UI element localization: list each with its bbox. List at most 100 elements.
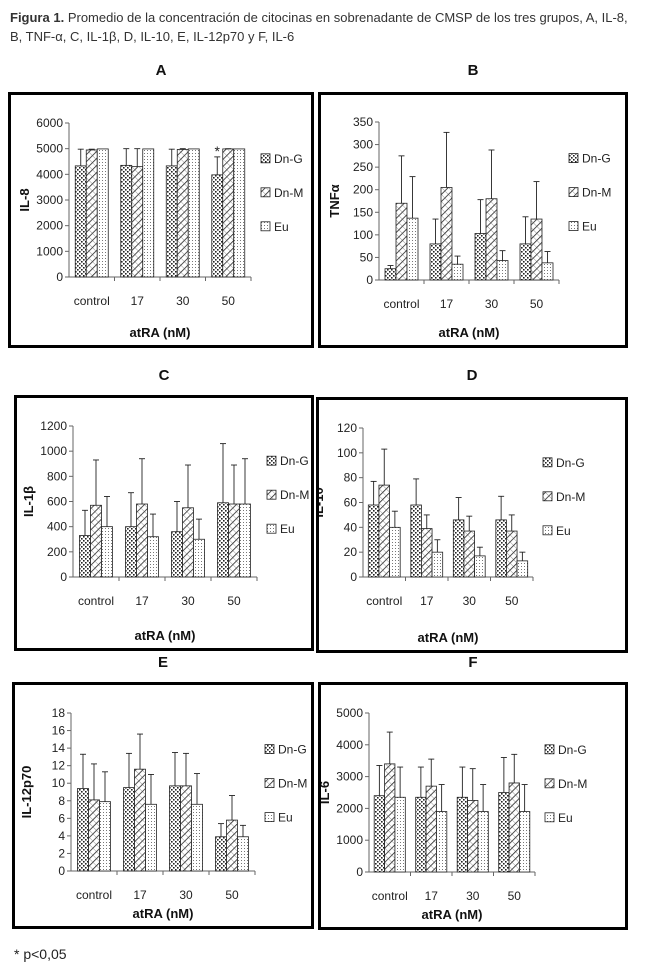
legend-swatch-eu bbox=[544, 812, 555, 823]
y-tick-label: 40 bbox=[344, 520, 358, 534]
x-tick-label: 30 bbox=[179, 888, 193, 902]
x-axis-label: atRA (nM) bbox=[439, 325, 500, 340]
y-tick-label: 1000 bbox=[36, 244, 63, 258]
x-tick-label: 30 bbox=[485, 297, 499, 311]
legend-label-dn-m: Dn-M bbox=[558, 777, 587, 791]
x-tick-label: 30 bbox=[463, 594, 477, 608]
x-axis-label: atRA (nM) bbox=[418, 630, 479, 645]
bar-dn-m-50 bbox=[226, 819, 238, 872]
x-tick-label: control bbox=[372, 889, 408, 903]
x-tick-label: control bbox=[366, 594, 402, 608]
x-tick-label: control bbox=[76, 888, 112, 902]
x-tick-label: 50 bbox=[530, 297, 544, 311]
bar-dn-g-30 bbox=[165, 165, 178, 278]
figure-caption: Figura 1. Promedio de la concentración d… bbox=[10, 8, 636, 46]
bar-eu-control bbox=[101, 526, 113, 578]
x-axis-label: atRA (nM) bbox=[133, 906, 194, 921]
bar-dn-m-30 bbox=[180, 785, 192, 872]
x-tick-label: 17 bbox=[420, 594, 434, 608]
bar-eu-17 bbox=[431, 551, 444, 578]
x-axis-label: atRA (nM) bbox=[135, 628, 196, 643]
legend-swatch-dn-g bbox=[568, 153, 579, 163]
legend-label-eu: Eu bbox=[280, 522, 295, 536]
panel-letter-a: A bbox=[155, 62, 167, 79]
bar-dn-m-control bbox=[88, 799, 100, 872]
legend-label-eu: Eu bbox=[558, 811, 573, 825]
y-tick-label: 16 bbox=[52, 724, 66, 738]
x-tick-label: 50 bbox=[505, 594, 519, 608]
legend-label-dn-g: Dn-G bbox=[582, 152, 611, 166]
bar-eu-control bbox=[406, 217, 419, 281]
y-tick-label: 2000 bbox=[36, 219, 63, 233]
x-axis-label: atRA (nM) bbox=[422, 907, 483, 922]
y-tick-label: 3000 bbox=[336, 770, 363, 784]
y-tick-label: 80 bbox=[344, 471, 358, 485]
chart-svg-f: 0 1000 2000 3000 4000 5000 control 17 30 50 IL-6 at… bbox=[321, 706, 587, 922]
y-tick-label: 0 bbox=[356, 865, 363, 879]
bar-dn-m-17 bbox=[421, 528, 433, 578]
x-tick-label: 17 bbox=[131, 294, 145, 308]
legend-swatch-dn-g bbox=[542, 457, 553, 468]
y-tick-label: 200 bbox=[47, 545, 67, 559]
bar-dn-g-50 bbox=[217, 502, 229, 578]
caption-label: Figura 1. bbox=[10, 10, 65, 25]
bar-eu-50 bbox=[239, 503, 251, 578]
chart-panel-c: 0 200 400 600 800 1000 1200 control 17 30 50 IL-1β a… bbox=[14, 395, 314, 651]
legend-swatch-eu bbox=[266, 523, 277, 534]
y-tick-label: 120 bbox=[337, 421, 357, 435]
legend-label-dn-m: Dn-M bbox=[274, 186, 303, 200]
y-tick-label: 14 bbox=[52, 741, 66, 755]
bar-dn-m-30 bbox=[176, 149, 189, 278]
bar-dn-g-30 bbox=[171, 531, 183, 578]
bar-eu-17 bbox=[147, 536, 159, 578]
bar-dn-m-17 bbox=[131, 166, 144, 278]
legend-swatch-dn-m bbox=[568, 187, 579, 197]
y-tick-label: 2 bbox=[58, 846, 65, 860]
bar-dn-m-control bbox=[384, 763, 396, 873]
y-tick-label: 300 bbox=[353, 138, 373, 152]
legend-swatch-dn-m bbox=[266, 489, 277, 500]
y-tick-label: 18 bbox=[52, 706, 66, 720]
y-tick-label: 350 bbox=[353, 115, 373, 129]
x-axis-label: atRA (nM) bbox=[130, 325, 191, 340]
y-tick-label: 4 bbox=[58, 829, 65, 843]
legend-label-dn-m: Dn-M bbox=[278, 777, 307, 791]
legend-label-dn-g: Dn-G bbox=[274, 152, 303, 166]
bar-eu-17 bbox=[451, 263, 464, 281]
y-tick-label: 800 bbox=[47, 469, 67, 483]
y-tick-label: 1200 bbox=[40, 419, 67, 433]
legend-label-eu: Eu bbox=[582, 220, 597, 234]
y-axis-label: IL-12p70 bbox=[19, 766, 34, 819]
bar-dn-m-17 bbox=[134, 768, 146, 872]
y-tick-label: 8 bbox=[58, 794, 65, 808]
y-tick-label: 0 bbox=[350, 570, 357, 584]
legend-swatch-dn-g bbox=[544, 744, 555, 755]
bar-dn-g-17 bbox=[123, 787, 135, 872]
y-tick-label: 4000 bbox=[336, 738, 363, 752]
y-tick-label: 100 bbox=[353, 228, 373, 242]
y-tick-label: 0 bbox=[60, 570, 67, 584]
bar-dn-g-control bbox=[384, 268, 397, 281]
legend-label-dn-g: Dn-G bbox=[280, 454, 309, 468]
panel-letter-f: F bbox=[468, 654, 478, 671]
legend-label-dn-m: Dn-M bbox=[280, 488, 309, 502]
bar-eu-50 bbox=[541, 262, 554, 281]
panel-letter-c: C bbox=[158, 367, 170, 384]
caption-text: Promedio de la concentración de citocina… bbox=[10, 10, 628, 44]
bar-dn-m-50 bbox=[506, 530, 518, 578]
bar-dn-m-control bbox=[395, 202, 408, 281]
bar-dn-g-17 bbox=[415, 796, 427, 873]
bar-eu-control bbox=[99, 801, 111, 872]
legend-swatch-dn-m bbox=[542, 491, 553, 502]
y-tick-label: 600 bbox=[47, 495, 67, 509]
bar-dn-m-30 bbox=[485, 198, 498, 281]
bar-dn-m-17 bbox=[425, 785, 437, 873]
chart-svg-c: 0 200 400 600 800 1000 1200 control 17 30 50 IL-1β a… bbox=[21, 419, 309, 643]
y-tick-label: 400 bbox=[47, 520, 67, 534]
chart-panel-a: 0 1000 2000 3000 4000 5000 6000 control 17 30 50 * I… bbox=[8, 92, 314, 348]
y-axis-label: IL-1β bbox=[21, 486, 36, 517]
bar-dn-m-50 bbox=[530, 218, 543, 281]
x-tick-label: 30 bbox=[181, 594, 195, 608]
legend-label-eu: Eu bbox=[556, 524, 571, 538]
bar-dn-g-30 bbox=[452, 519, 465, 578]
